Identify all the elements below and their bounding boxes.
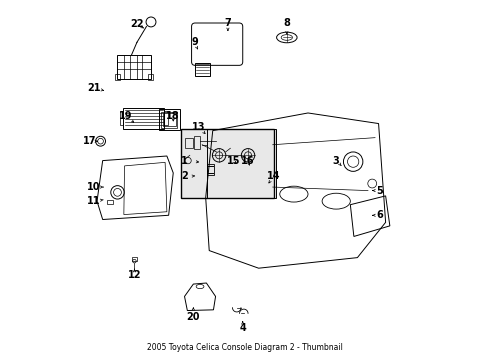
Text: 10: 10 — [86, 182, 100, 192]
Bar — [164, 111, 167, 125]
Bar — [122, 108, 164, 129]
Bar — [117, 55, 151, 79]
Bar — [147, 74, 152, 80]
Text: 4: 4 — [239, 323, 245, 333]
Text: 17: 17 — [83, 136, 97, 146]
Bar — [163, 113, 176, 126]
Bar — [159, 109, 179, 130]
Text: 2: 2 — [181, 171, 187, 181]
Text: 18: 18 — [166, 111, 180, 121]
Text: 7: 7 — [224, 18, 231, 28]
Text: 8: 8 — [283, 18, 290, 28]
Text: 5: 5 — [375, 186, 382, 195]
Bar — [195, 63, 209, 76]
Bar — [107, 201, 113, 204]
Text: 1: 1 — [181, 156, 187, 166]
Text: 13: 13 — [191, 122, 205, 132]
Text: 14: 14 — [266, 171, 280, 181]
Bar — [185, 138, 193, 148]
Bar — [207, 164, 213, 175]
Text: 3: 3 — [332, 156, 339, 166]
Bar — [161, 112, 177, 128]
Text: 11: 11 — [86, 196, 100, 206]
Text: 9: 9 — [191, 37, 197, 48]
Text: 6: 6 — [375, 210, 382, 220]
Text: 16: 16 — [241, 156, 254, 166]
Text: 20: 20 — [186, 312, 200, 322]
Bar — [193, 136, 200, 149]
Text: 2005 Toyota Celica Console Diagram 2 - Thumbnail: 2005 Toyota Celica Console Diagram 2 - T… — [146, 343, 342, 352]
Text: 15: 15 — [226, 156, 240, 166]
Bar — [114, 74, 120, 80]
Bar — [120, 111, 123, 125]
Bar — [181, 129, 274, 198]
Text: 21: 21 — [86, 83, 100, 93]
Bar — [132, 257, 136, 261]
Text: 12: 12 — [127, 270, 141, 280]
Text: 22: 22 — [130, 19, 143, 29]
Text: 19: 19 — [118, 111, 132, 121]
